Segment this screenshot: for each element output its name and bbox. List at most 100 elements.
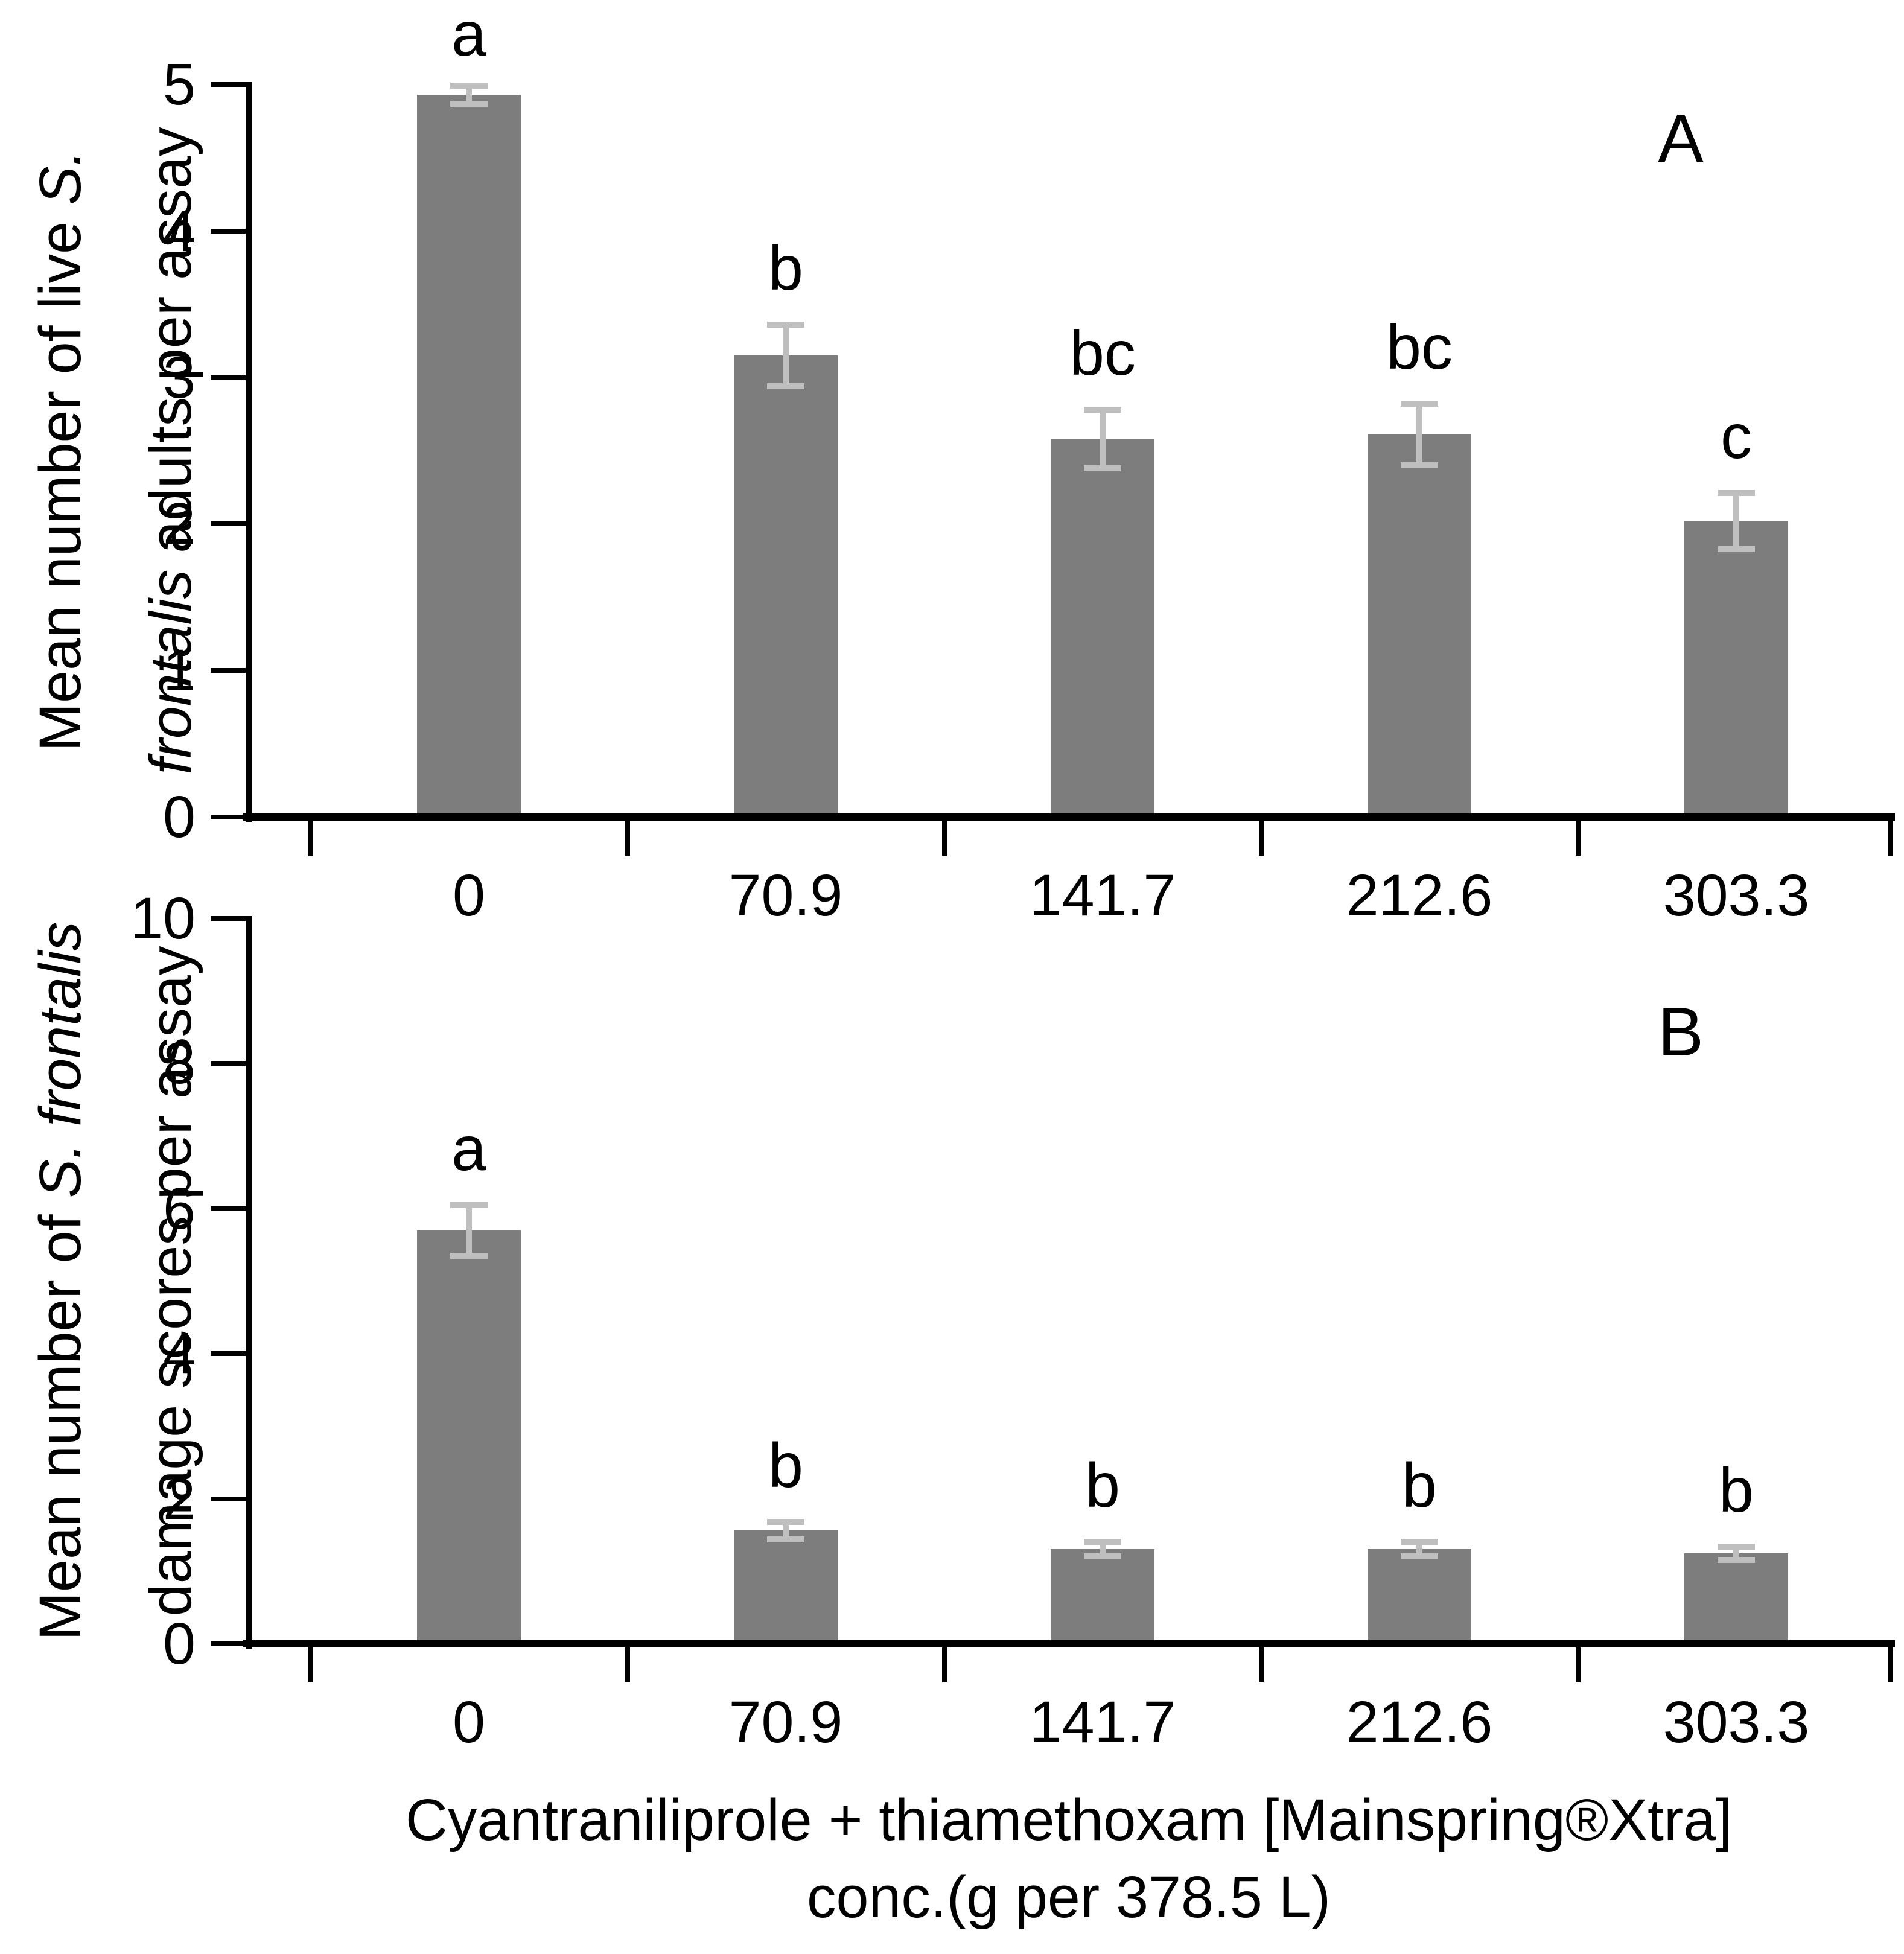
error-bar-line xyxy=(1733,1546,1739,1560)
y-axis-tick xyxy=(211,1641,246,1646)
x-tick-label: 141.7 xyxy=(1029,1689,1176,1755)
y-axis-tick xyxy=(211,82,246,87)
bar xyxy=(1051,439,1154,817)
x-axis-tick xyxy=(1888,1646,1893,1682)
x-tick-label: 303.3 xyxy=(1663,1689,1810,1755)
error-bar-cap-bottom xyxy=(450,1252,488,1259)
bar xyxy=(1684,521,1788,817)
significance-letter: bc xyxy=(1386,313,1453,383)
y-tick-label: 4 xyxy=(163,1320,196,1387)
significance-letter: b xyxy=(1719,1455,1754,1526)
panel-b-y-title-line1-normal: Mean number of xyxy=(27,1198,93,1641)
y-axis-line xyxy=(246,916,252,1649)
y-tick-label: 0 xyxy=(163,1611,196,1676)
error-bar-cap-top xyxy=(767,1519,804,1526)
error-bar-cap-bottom xyxy=(767,383,804,390)
error-bar-cap-bottom xyxy=(1084,1553,1121,1559)
panel-a-letter: A xyxy=(1657,101,1704,177)
y-tick-label: 2 xyxy=(163,1465,196,1532)
y-axis-tick xyxy=(211,916,246,921)
panel-b-letter: B xyxy=(1657,994,1704,1071)
y-axis-tick xyxy=(211,1351,246,1357)
significance-letter: bc xyxy=(1069,319,1136,389)
error-bar-line xyxy=(1733,493,1739,549)
y-tick-label: 3 xyxy=(163,344,196,410)
x-axis-tick xyxy=(1258,1646,1264,1682)
error-bar-cap-bottom xyxy=(767,1536,804,1542)
error-bar-cap-top xyxy=(1718,1543,1755,1550)
y-tick-label: 2 xyxy=(163,491,196,557)
error-bar-cap-bottom xyxy=(450,100,488,107)
error-bar-cap-bottom xyxy=(1718,1556,1755,1563)
y-axis-tick xyxy=(211,521,246,527)
error-bar-cap-bottom xyxy=(1084,465,1121,472)
bar xyxy=(417,1230,521,1644)
bar xyxy=(734,1530,838,1644)
y-axis-tick xyxy=(211,668,246,673)
bar xyxy=(1051,1548,1154,1644)
error-bar-cap-top xyxy=(450,1201,488,1208)
x-axis-line xyxy=(243,1640,1895,1647)
significance-letter: b xyxy=(1402,1450,1437,1521)
error-bar-line xyxy=(1100,410,1106,469)
error-bar-cap-top xyxy=(1084,1538,1121,1545)
significance-letter: b xyxy=(768,234,803,304)
error-bar-cap-top xyxy=(1401,1538,1438,1545)
error-bar-cap-bottom xyxy=(1401,1553,1438,1559)
y-tick-label: 1 xyxy=(163,637,196,704)
y-tick-label: 4 xyxy=(163,197,196,264)
x-tick-label: 70.9 xyxy=(728,1689,843,1755)
bar xyxy=(1684,1553,1788,1644)
error-bar-line xyxy=(783,1522,789,1539)
x-axis-tick xyxy=(1258,819,1264,856)
x-axis-line xyxy=(243,813,1895,821)
y-axis-tick xyxy=(211,375,246,380)
x-tick-label: 70.9 xyxy=(728,862,843,928)
significance-letter: b xyxy=(1085,1450,1120,1521)
error-bar-line xyxy=(783,325,789,387)
error-bar-line xyxy=(466,86,472,104)
x-axis-tick xyxy=(1575,1646,1581,1682)
x-tick-label: 303.3 xyxy=(1663,862,1810,928)
x-tick-label: 212.6 xyxy=(1346,1689,1493,1755)
error-bar-cap-top xyxy=(767,322,804,328)
error-bar-cap-top xyxy=(1401,401,1438,407)
y-tick-label: 10 xyxy=(130,885,196,951)
x-axis-tick xyxy=(308,1646,313,1682)
x-tick-label: 0 xyxy=(453,862,485,928)
x-tick-label: 0 xyxy=(453,1689,485,1755)
x-axis-tick xyxy=(941,1646,947,1682)
x-axis-tick xyxy=(1888,819,1893,856)
bar xyxy=(734,355,838,817)
y-axis-tick xyxy=(211,1206,246,1211)
error-bar-cap-top xyxy=(1084,407,1121,413)
y-tick-label: 8 xyxy=(163,1030,196,1096)
error-bar-line xyxy=(1416,1541,1422,1556)
y-axis-tick xyxy=(211,1061,246,1066)
significance-letter: c xyxy=(1721,402,1752,473)
x-axis-caption-line1: Cyantraniliprole + thiamethoxam [Mainspr… xyxy=(405,1787,1733,1853)
y-axis-tick xyxy=(211,1496,246,1501)
x-tick-label: 212.6 xyxy=(1346,862,1493,928)
x-axis-tick xyxy=(625,819,630,856)
significance-letter: a xyxy=(451,1113,486,1184)
x-axis-caption: Cyantraniliprole + thiamethoxam [Mainspr… xyxy=(243,1781,1895,1936)
error-bar-line xyxy=(1416,404,1422,466)
x-axis-tick xyxy=(1575,819,1581,856)
y-axis-tick xyxy=(211,815,246,819)
panel-a-y-title-line1-italic: S. xyxy=(27,150,93,205)
error-bar-cap-top xyxy=(1718,490,1755,497)
x-axis-tick xyxy=(308,819,313,856)
y-tick-label: 0 xyxy=(163,784,196,850)
error-bar-cap-bottom xyxy=(1718,546,1755,552)
error-bar-line xyxy=(466,1205,472,1256)
bar xyxy=(1368,1548,1471,1644)
bar xyxy=(417,94,521,817)
x-tick-label: 141.7 xyxy=(1029,862,1176,928)
significance-letter: b xyxy=(768,1431,803,1501)
x-axis-caption-line2: conc.(g per 378.5 L) xyxy=(806,1864,1331,1930)
significance-letter: a xyxy=(451,0,486,69)
y-axis-tick xyxy=(211,228,246,234)
y-tick-label: 5 xyxy=(163,51,196,117)
